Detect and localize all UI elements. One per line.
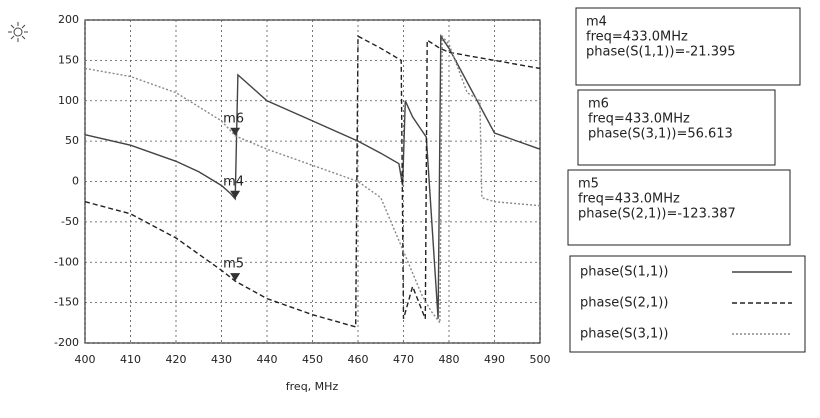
x-tick-label: 430 [211, 353, 232, 366]
x-tick-label: 500 [530, 353, 551, 366]
y-tick-label: 200 [58, 13, 79, 26]
marker-box-name: m6 [588, 97, 609, 112]
y-tick-label: 50 [65, 134, 79, 147]
y-tick-label: 0 [72, 175, 79, 188]
legend-label: phase(S(3,1)) [580, 327, 668, 342]
marker-triangle [230, 128, 240, 136]
marker-box-freq: freq=433.0MHz [588, 112, 690, 127]
y-tick-label: -200 [54, 336, 79, 349]
chart: freq, MHz -200 -150 -100 -50 0 50 100 150 200 400… [0, 0, 820, 418]
marker-box-freq: freq=433.0MHz [586, 30, 688, 45]
y-tick-label: -100 [54, 255, 79, 268]
y-tick-label: 150 [58, 53, 79, 66]
x-tick-label: 440 [257, 353, 278, 366]
x-axis-label: freq, MHz [286, 380, 339, 393]
y-tick-label: -150 [54, 296, 79, 309]
marker-box-readout: phase(S(3,1))=56.613 [588, 127, 733, 142]
x-tick-label: 410 [120, 353, 141, 366]
marker-triangle [230, 273, 240, 281]
marker-label: m4 [223, 174, 244, 189]
marker-box-name: m4 [586, 15, 607, 30]
x-tick-label: 450 [302, 353, 323, 366]
series-line [85, 36, 540, 323]
marker-label: m5 [223, 257, 244, 272]
x-tick-label: 470 [393, 353, 414, 366]
marker-label: m6 [223, 111, 244, 126]
x-tick-label: 460 [348, 353, 369, 366]
x-tick-label: 420 [166, 353, 187, 366]
legend-label: phase(S(1,1)) [580, 265, 668, 280]
y-tick-label: -50 [61, 215, 79, 228]
marker-box-readout: phase(S(1,1))=-21.395 [586, 45, 736, 60]
x-tick-label: 490 [484, 353, 505, 366]
sun-icon [8, 22, 28, 42]
y-tick-label: 100 [58, 94, 79, 107]
marker-box-name: m5 [578, 177, 599, 192]
marker-box-freq: freq=433.0MHz [578, 192, 680, 207]
legend-label: phase(S(2,1)) [580, 296, 668, 311]
x-tick-label: 480 [439, 353, 460, 366]
marker-box-readout: phase(S(2,1))=-123.387 [578, 207, 736, 222]
x-tick-label: 400 [75, 353, 96, 366]
